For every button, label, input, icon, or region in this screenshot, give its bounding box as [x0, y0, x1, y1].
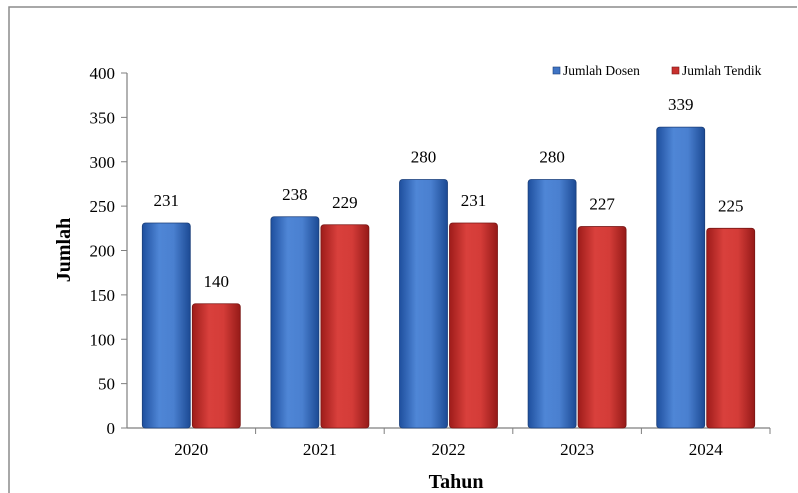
data-label: 229 [332, 193, 358, 212]
y-tick-label: 400 [90, 64, 116, 83]
data-label: 231 [461, 191, 487, 210]
legend-label: Jumlah Dosen [563, 63, 640, 78]
legend-label: Jumlah Tendik [682, 63, 762, 78]
bar-jumlah-dosen-2024 [656, 126, 706, 429]
y-tick-label: 300 [90, 153, 116, 172]
bar-jumlah-dosen-2022 [399, 179, 448, 429]
bar-jumlah-tendik-2023 [577, 226, 627, 429]
x-tick-label: 2020 [174, 440, 208, 459]
bar-jumlah-tendik-2020 [191, 303, 241, 429]
bars [141, 126, 756, 429]
data-label: 280 [539, 148, 565, 167]
y-tick-label: 250 [90, 197, 116, 216]
bar-jumlah-tendik-2021 [320, 224, 370, 429]
data-label: 227 [589, 195, 615, 214]
x-tick-label: 2022 [432, 440, 466, 459]
y-tick-label: 350 [90, 108, 116, 127]
bar-jumlah-dosen-2023 [527, 179, 577, 429]
x-tick-label: 2023 [560, 440, 594, 459]
legend: Jumlah Dosen Jumlah Tendik [552, 63, 762, 78]
axis-ticks: 0 50 100 150 200 250 300 350 400 2020 2021 2022 2023… [90, 64, 771, 459]
legend-swatch [552, 66, 561, 75]
bar-jumlah-tendik-2024 [706, 227, 756, 429]
y-tick-label: 50 [98, 375, 115, 394]
y-tick-label: 150 [90, 286, 116, 305]
data-label: 339 [668, 95, 694, 114]
bar-jumlah-dosen-2020 [141, 222, 191, 429]
x-axis-label: Tahun [429, 471, 484, 493]
data-label: 238 [282, 185, 308, 204]
data-label: 225 [718, 196, 744, 215]
legend-swatch [671, 66, 680, 75]
bar-jumlah-tendik-2022 [449, 222, 498, 429]
data-label: 140 [204, 272, 230, 291]
data-labels: 231 238 280 280 339 140 229 231 227 225 [154, 95, 744, 291]
y-tick-label: 100 [90, 330, 116, 349]
y-tick-label: 0 [107, 419, 116, 438]
x-tick-label: 2024 [689, 440, 724, 459]
y-axis-label: Jumlah [53, 218, 75, 282]
chart-border [8, 6, 797, 493]
x-tick-label: 2021 [303, 440, 337, 459]
bar-jumlah-dosen-2021 [270, 216, 320, 429]
y-tick-label: 200 [90, 242, 116, 261]
data-label: 231 [154, 191, 180, 210]
data-label: 280 [411, 148, 437, 167]
